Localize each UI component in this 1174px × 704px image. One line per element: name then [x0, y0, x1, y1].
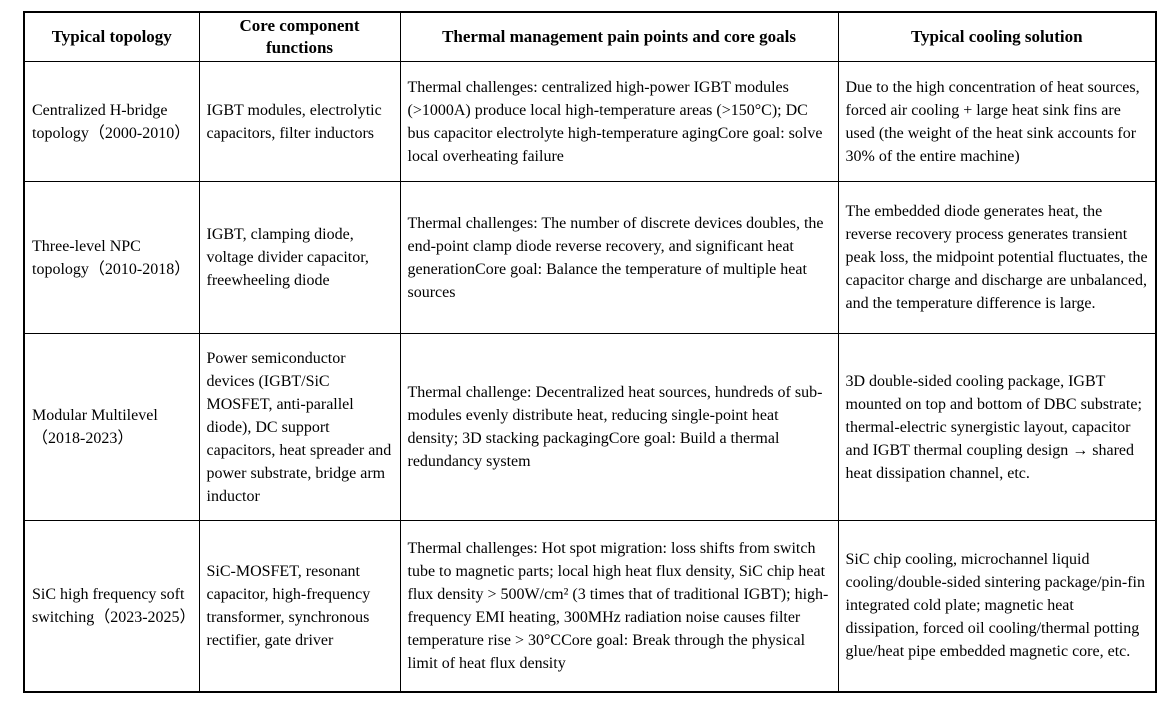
table-row: SiC high frequency soft switching（2023-2… [23, 520, 1157, 692]
header-cell-thermal-pain-points: Thermal management pain points and core … [399, 11, 839, 62]
cell-topology: Three-level NPC topology（2010-2018） [23, 181, 200, 334]
cell-components: Power semiconductor devices (IGBT/SiC MO… [198, 333, 401, 521]
table-row: Modular Multilevel（2018-2023） Power semi… [23, 333, 1157, 521]
cell-cooling-solution: 3D double-sided cooling package, IGBT mo… [837, 333, 1157, 521]
cell-cooling-solution: Due to the high concentration of heat so… [837, 61, 1157, 182]
cell-pain-points: Thermal challenges: centralized high-pow… [399, 61, 839, 182]
cell-pain-points: Thermal challenge: Decentralized heat so… [399, 333, 839, 521]
cell-topology: Centralized H-bridge topology（2000-2010） [23, 61, 200, 182]
header-cell-typical-topology: Typical topology [23, 11, 200, 62]
cell-cooling-solution: SiC chip cooling, microchannel liquid co… [837, 520, 1157, 692]
topology-evolution-table: Typical topology Core component function… [23, 11, 1157, 693]
header-cell-core-component-functions: Core component functions [198, 11, 401, 62]
table-row: Three-level NPC topology（2010-2018） IGBT… [23, 181, 1157, 334]
cell-topology: Modular Multilevel（2018-2023） [23, 333, 200, 521]
cell-cooling-solution: The embedded diode generates heat, the r… [837, 181, 1157, 334]
table-row: Centralized H-bridge topology（2000-2010）… [23, 61, 1157, 182]
header-cell-typical-cooling-solution: Typical cooling solution [837, 11, 1157, 62]
cell-components: IGBT, clamping diode, voltage divider ca… [198, 181, 401, 334]
cell-pain-points: Thermal challenges: Hot spot migration: … [399, 520, 839, 692]
cell-topology: SiC high frequency soft switching（2023-2… [23, 520, 200, 692]
cell-components: SiC-MOSFET, resonant capacitor, high-fre… [198, 520, 401, 692]
table-header-row: Typical topology Core component function… [23, 11, 1157, 62]
cell-pain-points: Thermal challenges: The number of discre… [399, 181, 839, 334]
cell-components: IGBT modules, electrolytic capacitors, f… [198, 61, 401, 182]
